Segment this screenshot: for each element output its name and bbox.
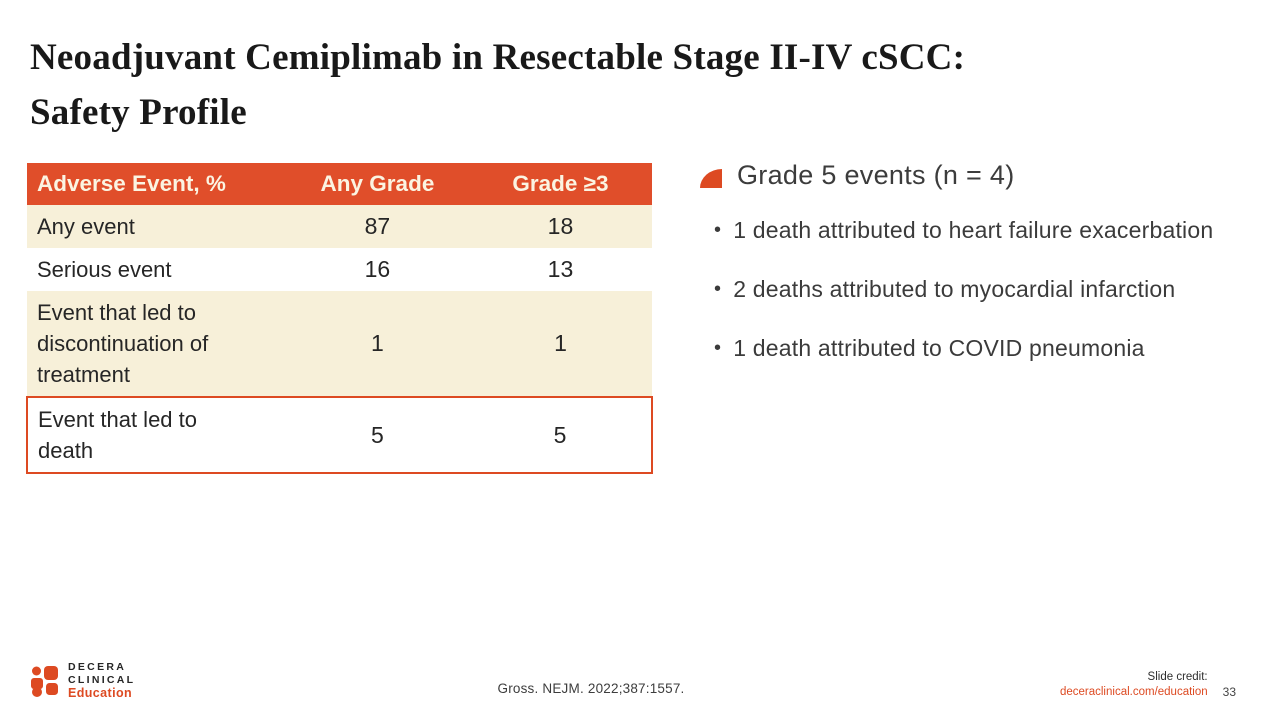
table-row: Serious event 16 13 [27, 248, 652, 291]
table-row: Event that led to death 5 5 [27, 397, 652, 473]
table-row: Any event 87 18 [27, 205, 652, 248]
credit-link[interactable]: deceraclinical.com/education [1059, 686, 1208, 698]
list-item-text: 1 death attributed to heart failure exac… [733, 217, 1214, 243]
decera-logo: DECERA CLINICAL Education [30, 661, 135, 700]
decera-logo-icon [31, 665, 58, 697]
cell-any-grade: 16 [364, 256, 391, 282]
page-number: 33 [1222, 685, 1236, 699]
title-line-1: Neoadjuvant Cemiplimab in Resectable Sta… [30, 37, 966, 78]
cell-any-grade: 1 [285, 291, 469, 397]
cell-event-label: Any event [27, 205, 286, 248]
dot-bullet-icon: • [714, 337, 722, 359]
slide-credit-block: Slide credit: deceraclinical.com/educati… [1060, 670, 1236, 700]
adverse-events-tbody: Any event 87 18 Serious event 16 13 Even… [27, 205, 652, 473]
grade5-panel: Grade 5 events (n = 4) • 1 death attribu… [700, 160, 1265, 393]
citation: Gross. NEJM. 2022;387:1557. [497, 681, 685, 696]
cell-grade-ge3: 1 [468, 291, 652, 397]
column-header-any-grade: Any Grade [285, 163, 469, 205]
list-item-text: 2 deaths attributed to myocardial infarc… [733, 276, 1176, 302]
cell-any-grade: 5 [371, 421, 384, 448]
cell-any-grade: 87 [285, 205, 469, 248]
cell-grade-ge3: 18 [468, 205, 652, 248]
credit-label: Slide credit: [1147, 671, 1208, 683]
table-row: Event that led to discontinuation of tre… [27, 291, 652, 397]
cell-event-label: Serious event [37, 257, 172, 282]
cell-grade-ge3: 13 [547, 256, 574, 282]
page-title: Neoadjuvant Cemiplimab in Resectable Sta… [30, 30, 965, 140]
list-item: • 2 deaths attributed to myocardial infa… [714, 275, 1265, 304]
cell-event-label: Event that led to discontinuation of tre… [27, 291, 286, 397]
logo-text-education: Education [68, 686, 133, 700]
grade5-heading-row: Grade 5 events (n = 4) [700, 160, 1265, 191]
title-line-2: Safety Profile [30, 92, 247, 133]
decera-logo-text: DECERA CLINICAL Education [68, 661, 135, 700]
logo-text-clinical: CLINICAL [68, 673, 136, 686]
logo-text-decera: DECERA [68, 661, 127, 673]
table-header-row: Adverse Event, % Any Grade Grade ≥3 [27, 163, 652, 205]
adverse-events-table: Adverse Event, % Any Grade Grade ≥3 Any … [26, 163, 653, 474]
triangle-bullet-icon [700, 169, 722, 188]
dot-bullet-icon: • [714, 219, 722, 241]
list-item: • 1 death attributed to COVID pneumonia [714, 334, 1265, 363]
dot-bullet-icon: • [714, 278, 722, 300]
cell-event-label: Event that led to death [38, 407, 197, 463]
list-item-text: 1 death attributed to COVID pneumonia [733, 335, 1145, 361]
column-header-adverse-event: Adverse Event, % [27, 163, 286, 205]
grade5-list: • 1 death attributed to heart failure ex… [714, 216, 1265, 363]
list-item: • 1 death attributed to heart failure ex… [714, 216, 1265, 245]
grade5-heading: Grade 5 events (n = 4) [737, 160, 1015, 190]
column-header-grade-ge3: Grade ≥3 [468, 163, 652, 205]
slide-credit-text: Slide credit: deceraclinical.com/educati… [1060, 670, 1208, 700]
cell-grade-ge3: 5 [553, 421, 567, 448]
